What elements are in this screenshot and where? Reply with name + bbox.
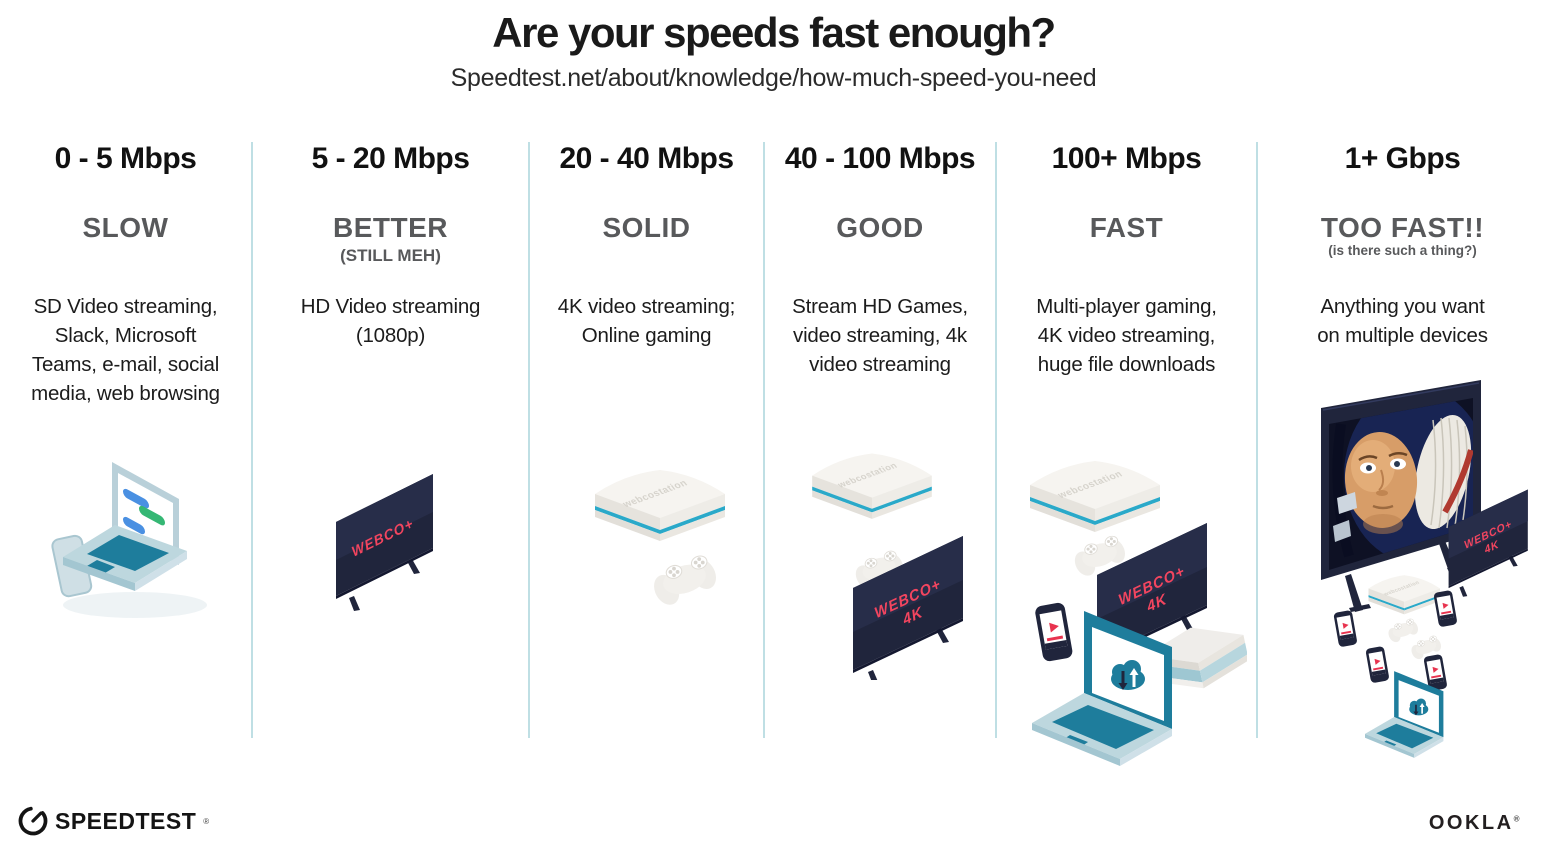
header: Are your speeds fast enough? Speedtest.n… <box>0 9 1547 93</box>
column-fast: 100+ Mbps FAST Multi-player gaming, 4K v… <box>997 142 1258 768</box>
speed-range: 40 - 100 Mbps <box>784 142 976 175</box>
laptop-chat-icon <box>51 462 207 618</box>
tier-label: FAST <box>1089 212 1164 243</box>
tier-description: Stream HD Games, video streaming, 4k vid… <box>792 295 968 376</box>
tier-label: SLOW <box>82 212 169 243</box>
tv-4k-icon <box>853 536 963 685</box>
multi-device-svg <box>1030 461 1253 768</box>
multi-device-illustration <box>1012 437 1253 782</box>
everything-svg <box>1321 380 1528 759</box>
speed-range: 100+ Mbps <box>1051 142 1202 175</box>
page-title: Are your speeds fast enough? <box>492 9 1056 56</box>
ookla-logo: OOKLA® <box>1429 812 1522 835</box>
game-controller-icon <box>1385 617 1421 645</box>
column-solid: 20 - 40 Mbps SOLID 4K video streaming; O… <box>530 142 765 738</box>
speedtest-wordmark: SPEEDTEST <box>55 807 197 834</box>
tier-note: (is there such a thing?) <box>1328 243 1477 258</box>
console-illustration-svg <box>595 470 725 610</box>
tier-note: (STILL MEH) <box>340 246 441 265</box>
hd-tv-illustration <box>331 460 446 620</box>
phone-icon <box>1034 601 1074 663</box>
laptop-phone-illustration <box>27 447 227 632</box>
speed-range: 20 - 40 Mbps <box>559 142 734 175</box>
everything-illustration <box>1283 372 1543 782</box>
tier-label: GOOD <box>836 212 924 243</box>
tier-description: 4K video streaming; Online gaming <box>557 295 736 347</box>
speed-range: 1+ Gbps <box>1344 142 1461 175</box>
page-subtitle-url: Speedtest.net/about/knowledge/how-much-s… <box>450 64 1097 93</box>
game-controller-icon <box>648 553 722 610</box>
tier-description: Anything you want on multiple devices <box>1317 295 1488 347</box>
column-too-fast: 1+ Gbps TOO FAST!! (is there such a thin… <box>1258 142 1547 759</box>
ookla-wordmark: OOKLA <box>1428 812 1514 834</box>
tier-label: BETTER <box>333 212 448 243</box>
column-good: 40 - 100 Mbps GOOD Stream HD Games, vide… <box>765 142 997 738</box>
speedtest-gauge-icon <box>18 806 48 836</box>
console-4k-tv-svg <box>812 453 963 685</box>
speed-columns: 0 - 5 Mbps SLOW SD Video streaming, Slac… <box>0 142 1547 768</box>
game-console-icon <box>1368 575 1440 615</box>
console-illustration <box>565 452 735 627</box>
column-slow: 0 - 5 Mbps SLOW SD Video streaming, Slac… <box>0 142 253 738</box>
tier-description: HD Video streaming (1080p) <box>300 295 481 347</box>
console-4k-tv-illustration <box>785 440 985 685</box>
tv-illustration-svg <box>336 474 433 611</box>
speed-range: 5 - 20 Mbps <box>311 142 470 175</box>
column-better: 5 - 20 Mbps BETTER (STILL MEH) HD Video … <box>253 142 530 738</box>
speed-range: 0 - 5 Mbps <box>54 142 197 175</box>
tv-icon <box>336 474 433 611</box>
phone-icon <box>1433 589 1458 628</box>
game-console-icon <box>812 453 932 519</box>
ookla-trademark: ® <box>1513 814 1522 824</box>
tier-description: Multi-player gaming, 4K video streaming,… <box>1036 295 1217 376</box>
game-console-icon <box>595 470 725 541</box>
phone-icon <box>1365 645 1390 684</box>
tier-description: SD Video streaming, Slack, Microsoft Tea… <box>31 295 220 405</box>
speedtest-trademark: ® <box>203 816 210 826</box>
phone-icon <box>1333 609 1358 648</box>
tier-label: TOO FAST!! <box>1320 212 1485 243</box>
game-console-icon <box>1030 461 1160 532</box>
speedtest-logo: SPEEDTEST ® <box>18 806 209 836</box>
tier-label: SOLID <box>602 212 691 243</box>
